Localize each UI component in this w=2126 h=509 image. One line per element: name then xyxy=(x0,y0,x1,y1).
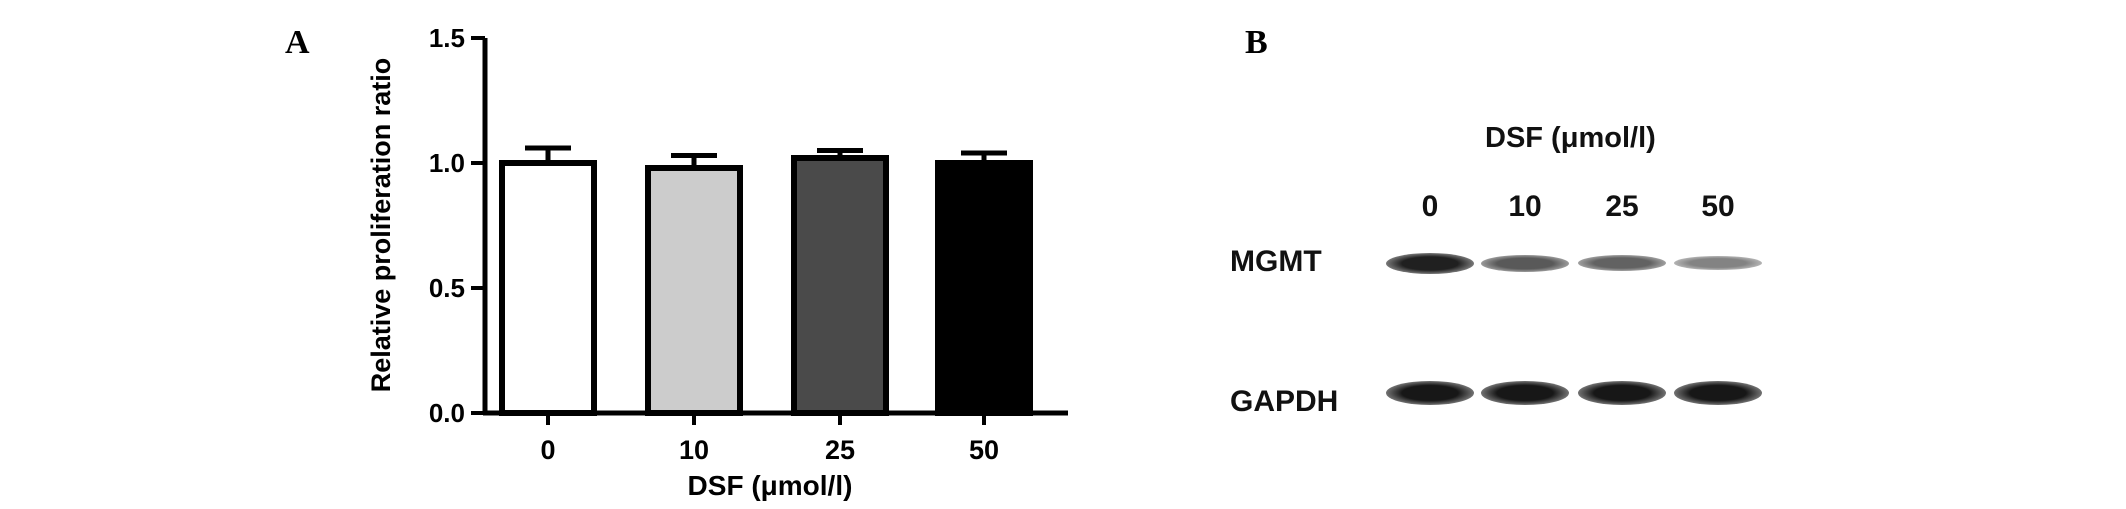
x-axis-label: DSF (μmol/l) xyxy=(688,470,853,501)
panel-b-letter: B xyxy=(1245,24,1268,61)
band-mgmt-25 xyxy=(1578,255,1666,271)
blot-lane-label-10: 10 xyxy=(1508,190,1542,223)
bar-50 xyxy=(935,160,1033,416)
band-gapdh-25 xyxy=(1578,381,1666,405)
x-tick-label-50: 50 xyxy=(969,435,999,465)
blot-lane-label-50: 50 xyxy=(1701,190,1735,223)
band-mgmt-0 xyxy=(1386,253,1474,274)
y-tick-label-1.0: 1.0 xyxy=(429,148,465,178)
axes-layer: 0 10 25 50 0.0 0.5 1.0 1.5 xyxy=(429,23,1068,465)
bars-layer xyxy=(499,145,1033,416)
x-tick-label-25: 25 xyxy=(825,435,855,465)
blot-lane-label-0: 0 xyxy=(1421,190,1439,223)
y-tick-label-0.5: 0.5 xyxy=(429,273,465,303)
band-gapdh-50 xyxy=(1674,381,1762,405)
blot-row-label-mgmt: MGMT xyxy=(1230,245,1322,278)
y-axis-label: Relative proliferation ratio xyxy=(366,58,396,393)
blot-lane-label-25: 25 xyxy=(1605,190,1639,223)
panel-a-letter: A xyxy=(285,24,310,61)
bar-10 xyxy=(645,165,743,416)
band-mgmt-10 xyxy=(1481,255,1569,272)
band-mgmt-50 xyxy=(1674,256,1762,270)
band-gapdh-0 xyxy=(1386,381,1474,405)
y-tick-label-0.0: 0.0 xyxy=(429,398,465,428)
blot-row-label-gapdh: GAPDH xyxy=(1230,385,1339,418)
bar-0 xyxy=(499,160,597,416)
blot-title: DSF (μmol/l) xyxy=(1485,122,1656,154)
x-tick-label-10: 10 xyxy=(679,435,709,465)
x-tick-label-0: 0 xyxy=(540,435,555,465)
band-gapdh-10 xyxy=(1481,381,1569,405)
y-tick-label-1.5: 1.5 xyxy=(429,23,465,53)
bar-25 xyxy=(791,155,889,416)
